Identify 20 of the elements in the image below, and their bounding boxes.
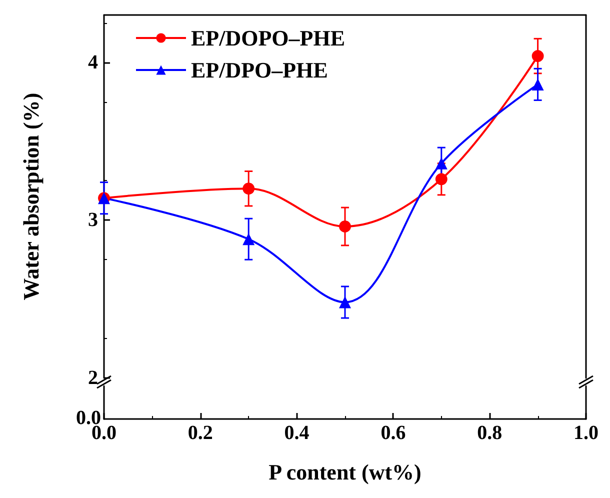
legend-label: EP/DOPO–PHE xyxy=(191,26,345,50)
y-tick-label: 4 xyxy=(88,51,98,74)
point xyxy=(242,233,255,246)
y-tick-label: 2 xyxy=(88,367,98,389)
x-tick-label: 0.8 xyxy=(477,422,502,444)
x-tick-label: 0.4 xyxy=(284,422,310,444)
point xyxy=(339,220,351,232)
point xyxy=(435,173,448,186)
x-tick-label: 0.6 xyxy=(380,422,406,444)
point xyxy=(242,182,255,195)
point xyxy=(532,78,544,90)
y-axis-title: Water absorption (%) xyxy=(18,92,44,300)
x-tick-label: 1.0 xyxy=(574,422,598,444)
point xyxy=(532,50,544,62)
point xyxy=(339,296,351,308)
x-tick-label: 0.2 xyxy=(188,422,213,444)
x-axis-title: P content (wt%) xyxy=(268,460,422,484)
point xyxy=(435,157,448,170)
y-tick-label: 3 xyxy=(88,209,98,232)
legend-label: EP/DPO–PHE xyxy=(191,58,328,82)
